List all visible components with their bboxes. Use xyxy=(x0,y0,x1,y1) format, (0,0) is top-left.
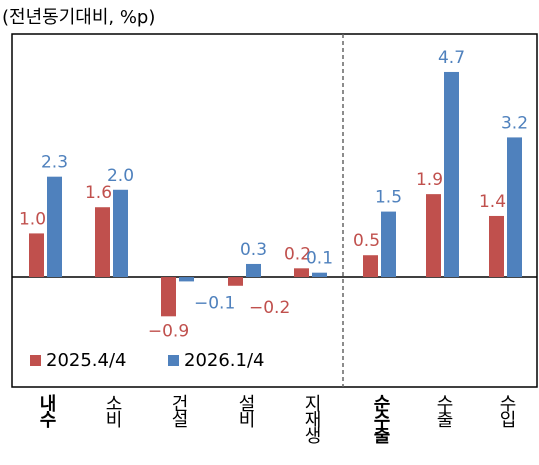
bar xyxy=(444,71,459,278)
value-label: 0.1 xyxy=(306,249,333,269)
x-tick-label: 건설 xyxy=(168,394,189,426)
bar xyxy=(29,233,44,278)
plot-frame xyxy=(11,33,538,388)
value-label: 2.3 xyxy=(41,153,68,173)
bar xyxy=(228,277,243,286)
value-label: 1.6 xyxy=(85,183,112,203)
value-label: 1.5 xyxy=(375,188,402,208)
bar xyxy=(161,277,176,317)
x-tick-label: 수입 xyxy=(496,394,517,426)
value-label: 1.9 xyxy=(416,170,443,190)
legend-swatch xyxy=(30,355,41,366)
value-label: 1.4 xyxy=(479,192,506,212)
bar xyxy=(363,255,378,278)
value-label: 2.0 xyxy=(107,166,134,186)
bar xyxy=(246,263,261,278)
value-label: −0.1 xyxy=(194,293,235,313)
x-tick-label: 내수 xyxy=(36,394,57,426)
value-label: 0.2 xyxy=(284,244,311,264)
x-tick-label: 설비 xyxy=(235,394,256,426)
x-tick-label: 수출 xyxy=(433,394,454,426)
value-label: −0.9 xyxy=(148,321,189,341)
bar xyxy=(294,268,309,278)
value-label: −0.2 xyxy=(249,298,290,318)
bar xyxy=(113,189,128,278)
x-tick-label: 소비 xyxy=(102,394,123,426)
value-label: 0.5 xyxy=(353,231,380,251)
value-label: 1.0 xyxy=(19,209,46,229)
legend-label: 2026.1/4 xyxy=(184,350,265,371)
legend-swatch xyxy=(168,355,179,366)
bar xyxy=(312,272,327,278)
value-label: 4.7 xyxy=(438,48,465,68)
bar xyxy=(489,215,504,278)
x-tick-label: 지재생 xyxy=(301,394,322,442)
bar xyxy=(47,176,62,278)
bar xyxy=(179,277,194,282)
bar xyxy=(426,194,441,278)
x-tick-label: 순수출 xyxy=(370,394,391,442)
bar xyxy=(381,211,396,278)
legend-label: 2025.4/4 xyxy=(46,350,127,371)
bar xyxy=(95,207,110,278)
unit-label: (전년동기대비, %p) xyxy=(2,7,155,28)
value-label: 0.3 xyxy=(240,240,267,260)
value-label: 3.2 xyxy=(501,113,528,133)
bar xyxy=(507,137,522,278)
